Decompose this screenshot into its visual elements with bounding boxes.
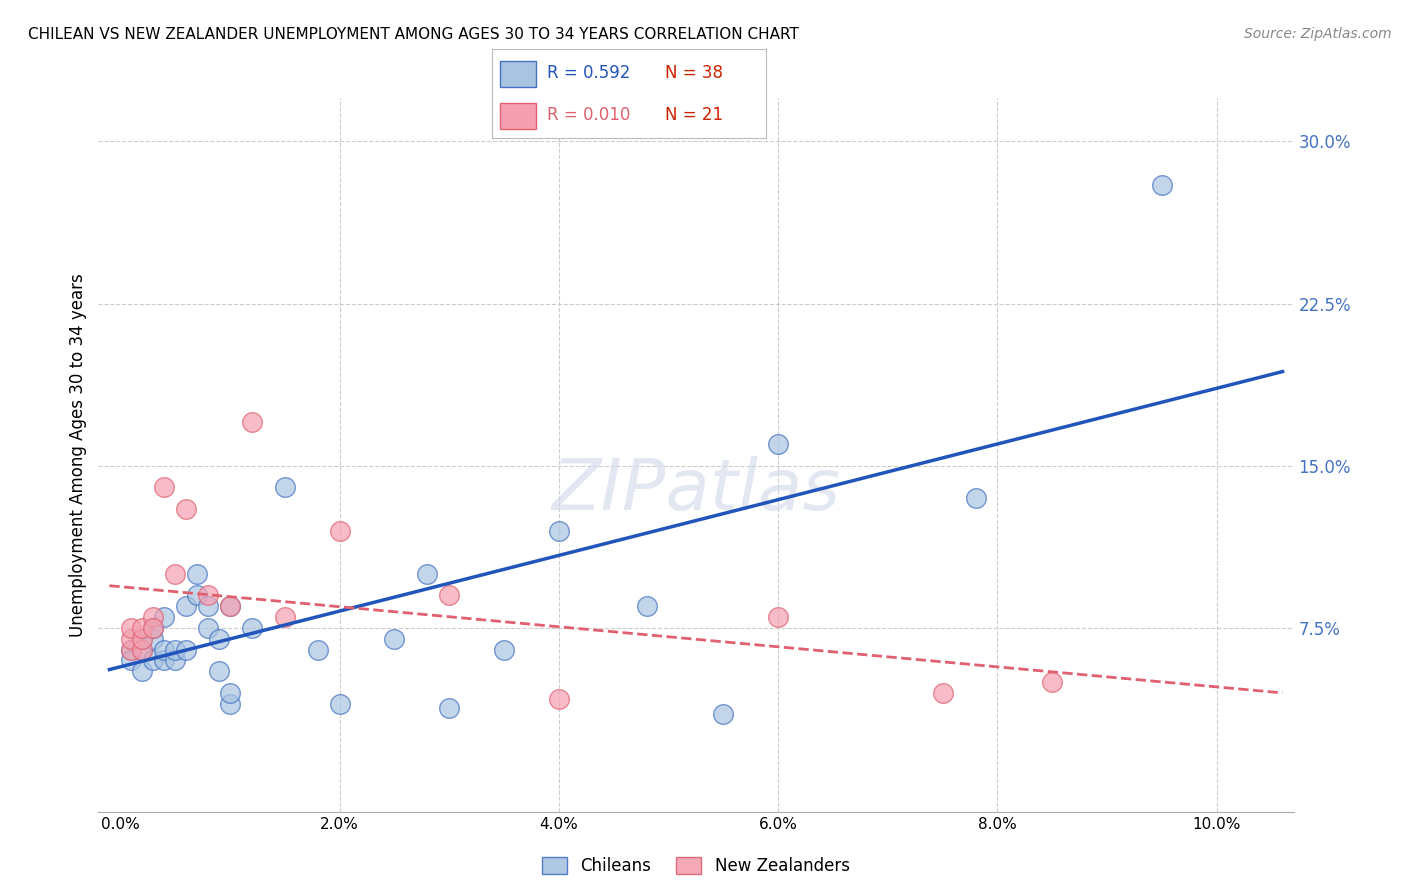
- Y-axis label: Unemployment Among Ages 30 to 34 years: Unemployment Among Ages 30 to 34 years: [69, 273, 87, 637]
- Point: [153, 610, 176, 624]
- Point: [153, 642, 176, 657]
- Point: [329, 697, 352, 711]
- Point: [131, 642, 153, 657]
- Point: [219, 697, 242, 711]
- Point: [197, 599, 219, 614]
- Point: [240, 621, 263, 635]
- Point: [186, 566, 208, 581]
- Point: [240, 416, 263, 430]
- Point: [548, 524, 571, 538]
- Legend: Chileans, New Zealanders: Chileans, New Zealanders: [536, 850, 856, 882]
- Point: [174, 599, 197, 614]
- Point: [965, 491, 987, 505]
- Point: [120, 621, 142, 635]
- Point: [219, 599, 242, 614]
- Text: R = 0.010: R = 0.010: [547, 106, 630, 124]
- Point: [548, 692, 571, 706]
- Point: [329, 524, 352, 538]
- Point: [307, 642, 329, 657]
- Point: [219, 599, 242, 614]
- Text: CHILEAN VS NEW ZEALANDER UNEMPLOYMENT AMONG AGES 30 TO 34 YEARS CORRELATION CHAR: CHILEAN VS NEW ZEALANDER UNEMPLOYMENT AM…: [28, 27, 799, 42]
- Text: ZIPatlas: ZIPatlas: [551, 456, 841, 525]
- Point: [131, 632, 153, 646]
- Point: [1040, 675, 1063, 690]
- Point: [711, 707, 734, 722]
- Point: [274, 480, 297, 494]
- Point: [120, 632, 142, 646]
- Point: [766, 610, 789, 624]
- Point: [197, 589, 219, 603]
- FancyBboxPatch shape: [501, 61, 536, 87]
- Point: [494, 642, 516, 657]
- Text: N = 21: N = 21: [665, 106, 723, 124]
- FancyBboxPatch shape: [501, 103, 536, 129]
- Point: [165, 642, 187, 657]
- Point: [208, 664, 231, 678]
- Point: [208, 632, 231, 646]
- Point: [142, 610, 165, 624]
- Point: [120, 642, 142, 657]
- Point: [174, 642, 197, 657]
- Point: [131, 632, 153, 646]
- Text: Source: ZipAtlas.com: Source: ZipAtlas.com: [1244, 27, 1392, 41]
- Point: [120, 653, 142, 667]
- Point: [931, 686, 953, 700]
- Point: [219, 686, 242, 700]
- Point: [120, 642, 142, 657]
- Point: [165, 566, 187, 581]
- Point: [384, 632, 406, 646]
- Point: [142, 621, 165, 635]
- Point: [636, 599, 658, 614]
- Point: [1150, 178, 1173, 192]
- Text: N = 38: N = 38: [665, 64, 723, 82]
- Point: [153, 653, 176, 667]
- Text: R = 0.592: R = 0.592: [547, 64, 630, 82]
- Point: [142, 632, 165, 646]
- Point: [165, 653, 187, 667]
- Point: [142, 621, 165, 635]
- Point: [439, 701, 461, 715]
- Point: [131, 664, 153, 678]
- Point: [197, 621, 219, 635]
- Point: [274, 610, 297, 624]
- Point: [153, 480, 176, 494]
- Point: [174, 502, 197, 516]
- Point: [439, 589, 461, 603]
- Point: [416, 566, 439, 581]
- Point: [131, 621, 153, 635]
- Point: [766, 437, 789, 451]
- Point: [186, 589, 208, 603]
- Point: [131, 642, 153, 657]
- Point: [142, 653, 165, 667]
